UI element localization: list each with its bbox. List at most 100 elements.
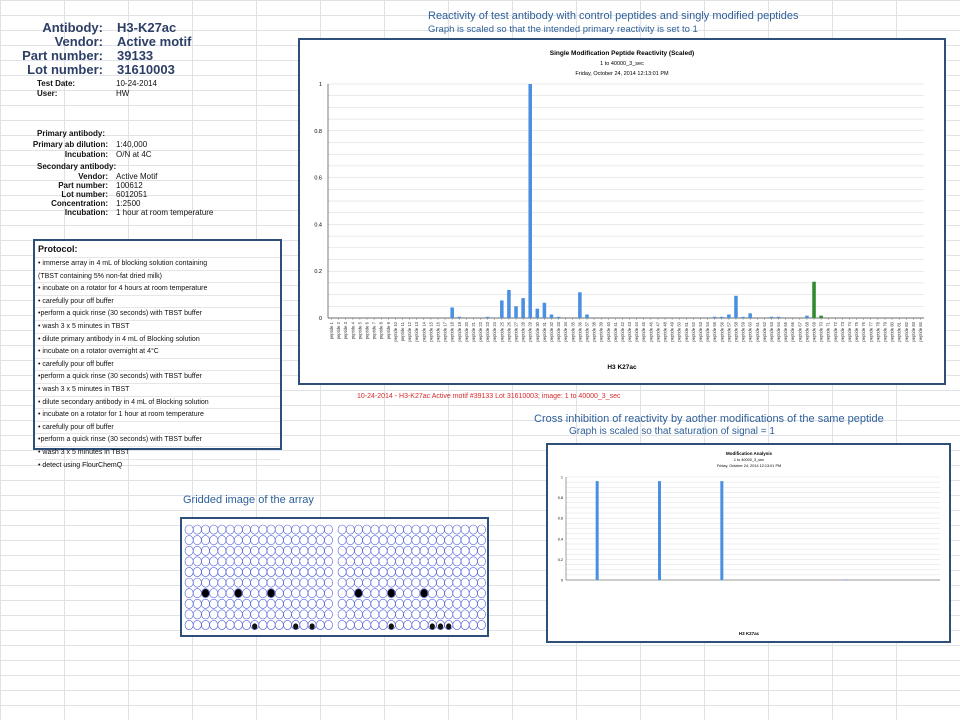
- array-spot: [337, 609, 347, 620]
- array-spot: [201, 545, 210, 556]
- array-spot: [250, 577, 260, 588]
- protocol-step: • incubate on a rotator for 4 hours at r…: [35, 282, 280, 295]
- array-spot: [225, 567, 235, 577]
- array-spot: [468, 577, 478, 588]
- array-spot: [444, 609, 454, 620]
- bar: [658, 481, 661, 580]
- array-spot: [201, 620, 210, 630]
- x-tick-label: peptide 61: [755, 321, 760, 341]
- array-spot: [378, 609, 388, 620]
- array-spot: [477, 577, 486, 588]
- x-tick-label: peptide 59: [741, 321, 746, 341]
- reactivity-title: Reactivity of test antibody with control…: [428, 10, 799, 22]
- secondary-incubation-label: Incubation:: [64, 208, 108, 217]
- array-spot: [201, 577, 210, 588]
- array-spot: [307, 535, 317, 546]
- array-spot: [209, 535, 219, 546]
- x-tick-label: peptide 45: [641, 321, 646, 341]
- x-tick-label: peptide 73: [840, 321, 845, 341]
- protocol-step: • wash 3 x 5 minutes in TBST: [35, 445, 280, 459]
- array-spot: [362, 598, 372, 609]
- array-spot: [403, 535, 413, 546]
- array-spot: [324, 524, 333, 535]
- x-tick-label: peptide 84: [918, 321, 923, 341]
- array-spot: [192, 524, 202, 535]
- array-spot: [209, 556, 219, 567]
- array-spot: [354, 535, 363, 546]
- secondary-part-label: Part number:: [58, 181, 108, 190]
- x-tick-label: peptide 44: [634, 321, 639, 341]
- array-spot: [291, 598, 301, 609]
- array-spot: [378, 598, 388, 609]
- array-spot: [217, 545, 227, 556]
- array-spot: [291, 545, 301, 556]
- x-tick-label: peptide 32: [549, 321, 554, 341]
- array-spot: [258, 598, 268, 609]
- bar: [507, 289, 511, 318]
- array-spot: [444, 567, 454, 577]
- primary-incubation-row: Incubation: O/N at 4C: [16, 149, 276, 161]
- array-spot: [427, 598, 437, 609]
- array-spot: [419, 545, 429, 556]
- gridded-image-title: Gridded image of the array: [183, 494, 314, 506]
- array-spot: [403, 567, 413, 577]
- signal-spot: [420, 589, 428, 598]
- array-spot: [250, 535, 260, 546]
- array-spot: [370, 524, 380, 535]
- x-tick-label: peptide 69: [812, 321, 817, 341]
- array-spot: [242, 609, 251, 620]
- array-spot: [468, 598, 478, 609]
- x-tick-label: peptide 50: [677, 321, 682, 341]
- reactivity-chart-box: Single Modification Peptide Reactivity (…: [298, 38, 946, 385]
- bar: [720, 481, 724, 580]
- x-tick-label: peptide 51: [684, 321, 689, 341]
- gridded-array-box: [180, 517, 489, 637]
- x-tick-label: peptide 14: [421, 321, 426, 341]
- array-spot: [444, 598, 454, 609]
- array-spot: [266, 567, 276, 577]
- bar: [769, 316, 774, 318]
- array-spot: [324, 620, 333, 630]
- array-spot: [233, 577, 243, 588]
- array-spot: [345, 609, 355, 620]
- array-spot: [315, 588, 325, 599]
- array-spot: [452, 545, 462, 556]
- secondary-antibody-title: Secondary antibody:: [37, 162, 117, 171]
- array-spot: [477, 588, 486, 599]
- array-spot: [460, 545, 470, 556]
- array-spot: [337, 588, 347, 599]
- array-spot: [258, 556, 268, 567]
- array-spot: [362, 620, 372, 630]
- array-spot: [283, 524, 292, 535]
- array-spot: [436, 556, 445, 567]
- array-spot: [201, 524, 210, 535]
- array-spot: [315, 524, 325, 535]
- array-spot: [184, 577, 194, 588]
- array-spot: [209, 588, 219, 599]
- array-spot: [307, 556, 317, 567]
- array-spot: [201, 609, 210, 620]
- array-spot: [266, 545, 276, 556]
- array-spot: [386, 556, 396, 567]
- array-spot: [274, 577, 284, 588]
- chart-date: Friday, October 24, 2014 12:13:01 PM: [717, 464, 781, 468]
- primary-dilution-label: Primary ab dilution:: [32, 140, 108, 149]
- gridded-array-image: [184, 524, 486, 630]
- bar: [514, 306, 518, 318]
- array-spot: [315, 545, 325, 556]
- bar: [578, 292, 582, 318]
- x-tick-label: peptide 26: [506, 321, 511, 341]
- y-tick-label: 0.4: [558, 537, 563, 541]
- chart-subtitle: 1 to 40000_3_sec: [600, 61, 644, 67]
- bar: [528, 84, 532, 318]
- array-spot: [386, 577, 396, 588]
- array-spot: [192, 577, 202, 588]
- cross-inhibition-title: Cross inhibition of reactivity by aother…: [534, 413, 884, 425]
- array-spot: [403, 598, 413, 609]
- array-spot: [283, 588, 292, 599]
- x-tick-label: peptide 83: [911, 321, 916, 341]
- array-spot: [427, 556, 437, 567]
- test-info: Test Date: 10-24-2014 User: HW: [16, 79, 286, 103]
- array-spot: [427, 577, 437, 588]
- array-spot: [209, 609, 219, 620]
